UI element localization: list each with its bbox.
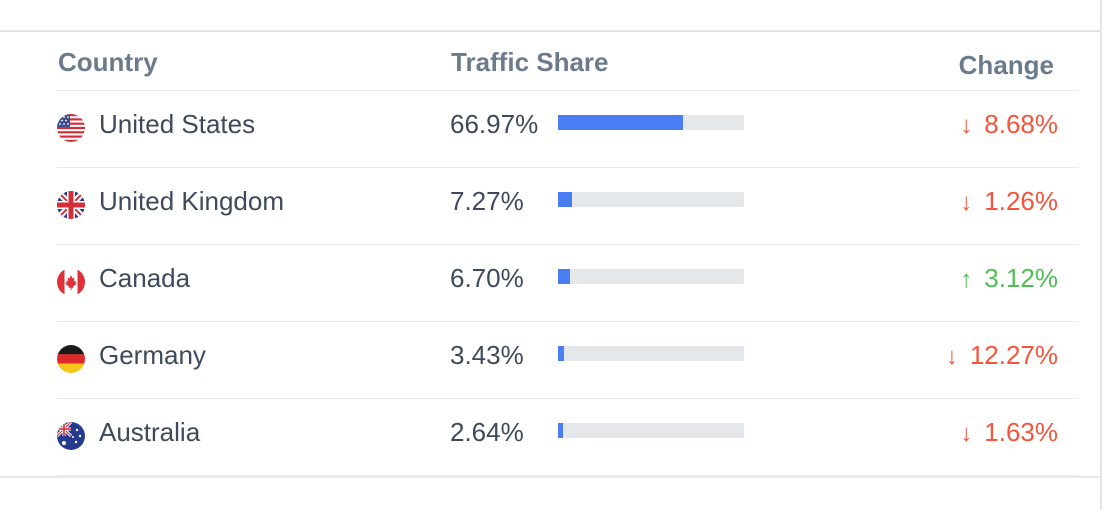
table-row[interactable]: United Kingdom 7.27% ↓ 1.26% <box>57 168 1078 245</box>
arrow-down-icon: ↓ <box>960 189 973 216</box>
traffic-share-bar-fill <box>558 192 572 207</box>
change-value: ↓ 1.26% <box>960 186 1058 217</box>
change-value: ↓ 12.27% <box>946 340 1058 371</box>
uk-flag-icon <box>57 191 85 219</box>
top-divider <box>0 30 1102 32</box>
country-name: Australia <box>99 417 201 447</box>
traffic-share-bar <box>558 115 744 130</box>
table-header: Country Traffic Share Change <box>57 32 1078 91</box>
traffic-share-bar-fill <box>558 115 683 130</box>
country-name: United Kingdom <box>99 186 284 216</box>
traffic-share-bar-fill <box>558 423 563 438</box>
bottom-divider <box>0 476 1102 478</box>
table-row[interactable]: Australia 2.64% ↓ 1.63% <box>57 399 1078 476</box>
country-name: Germany <box>99 340 206 370</box>
traffic-share-bar <box>558 269 744 284</box>
change-percent: 12.27% <box>969 340 1058 370</box>
traffic-share-value: 2.64% <box>450 417 524 447</box>
change-percent: 8.68% <box>984 109 1058 139</box>
arrow-down-icon: ↓ <box>945 343 958 370</box>
canada-flag-icon <box>57 268 85 296</box>
country-name: Canada <box>99 263 191 293</box>
arrow-down-icon: ↓ <box>960 420 973 447</box>
us-flag-icon <box>57 114 85 142</box>
traffic-share-bar <box>558 192 744 207</box>
australia-flag-icon <box>57 422 85 450</box>
change-value: ↓ 1.63% <box>960 417 1058 448</box>
arrow-up-icon: ↑ <box>960 266 973 293</box>
column-header-country[interactable]: Country <box>58 47 158 77</box>
traffic-share-bar <box>558 346 744 361</box>
traffic-share-bar <box>558 423 744 438</box>
traffic-share-value: 6.70% <box>450 263 524 293</box>
change-percent: 1.26% <box>984 186 1058 216</box>
table-row[interactable]: Canada 6.70% ↑ 3.12% <box>57 245 1078 322</box>
traffic-table: Country Traffic Share Change <box>57 32 1078 476</box>
country-name: United States <box>99 109 256 139</box>
change-value: ↑ 3.12% <box>960 263 1058 294</box>
change-value: ↓ 8.68% <box>960 109 1058 140</box>
germany-flag-icon <box>57 345 85 373</box>
change-percent: 1.63% <box>984 417 1058 447</box>
table-row[interactable]: United States 66.97% ↓ 8.68% <box>57 91 1078 168</box>
panel-right-border <box>1100 0 1102 510</box>
traffic-share-bar-fill <box>558 269 571 284</box>
arrow-down-icon: ↓ <box>960 112 973 139</box>
traffic-share-bar-fill <box>558 346 565 361</box>
change-percent: 3.12% <box>984 263 1058 293</box>
traffic-share-value: 7.27% <box>450 186 524 216</box>
column-header-change[interactable]: Change <box>958 50 1054 80</box>
traffic-share-value: 66.97% <box>450 109 539 139</box>
column-header-traffic-share[interactable]: Traffic Share <box>451 47 609 77</box>
table-row[interactable]: Germany 3.43% ↓ 12.27% <box>57 322 1078 399</box>
traffic-share-value: 3.43% <box>450 340 524 370</box>
